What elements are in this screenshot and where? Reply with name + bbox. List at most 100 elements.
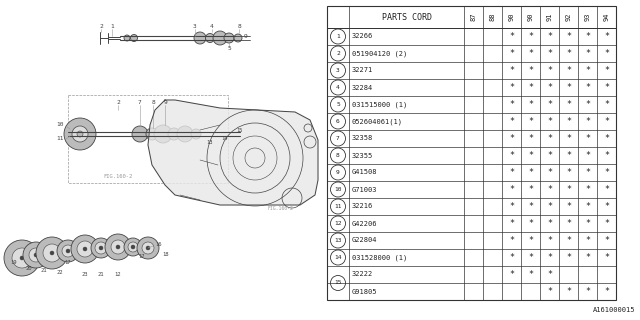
Text: *: * (566, 219, 571, 228)
Text: *: * (509, 219, 514, 228)
Circle shape (330, 182, 346, 197)
Text: *: * (604, 168, 609, 177)
Circle shape (205, 34, 214, 43)
Text: 21: 21 (98, 273, 104, 277)
Circle shape (43, 244, 61, 262)
Circle shape (330, 250, 346, 265)
Text: 22: 22 (57, 269, 63, 275)
Text: *: * (585, 219, 590, 228)
Text: *: * (585, 151, 590, 160)
Text: 87: 87 (470, 13, 477, 21)
Circle shape (330, 80, 346, 95)
Circle shape (234, 34, 242, 42)
Text: *: * (528, 49, 533, 58)
Text: *: * (509, 117, 514, 126)
Text: *: * (528, 219, 533, 228)
Text: *: * (547, 270, 552, 279)
Text: 32216: 32216 (352, 204, 373, 210)
Polygon shape (148, 100, 318, 205)
Text: 16: 16 (155, 242, 161, 246)
Text: *: * (509, 83, 514, 92)
Circle shape (330, 46, 346, 61)
Text: PARTS CORD: PARTS CORD (381, 12, 431, 21)
Circle shape (154, 125, 172, 143)
Text: 3: 3 (193, 25, 197, 29)
Text: *: * (585, 32, 590, 41)
Circle shape (131, 245, 135, 249)
Text: 20: 20 (26, 266, 32, 270)
Circle shape (330, 148, 346, 163)
Text: *: * (528, 270, 533, 279)
Circle shape (330, 97, 346, 112)
Circle shape (62, 245, 74, 257)
Text: *: * (547, 66, 552, 75)
Circle shape (91, 238, 111, 258)
Text: G22804: G22804 (352, 237, 378, 244)
Text: *: * (547, 100, 552, 109)
Text: *: * (566, 287, 571, 296)
Circle shape (124, 35, 130, 41)
Text: *: * (509, 32, 514, 41)
Text: *: * (547, 287, 552, 296)
Text: 12: 12 (334, 221, 342, 226)
Text: 7: 7 (138, 100, 142, 106)
Text: *: * (604, 117, 609, 126)
Text: *: * (509, 134, 514, 143)
Text: *: * (528, 185, 533, 194)
Text: 92: 92 (566, 13, 572, 21)
Text: A161000015: A161000015 (593, 307, 635, 313)
Circle shape (137, 237, 159, 259)
Circle shape (12, 248, 32, 268)
Circle shape (57, 240, 79, 262)
Text: 8: 8 (237, 25, 241, 29)
Circle shape (99, 246, 103, 250)
Circle shape (50, 251, 54, 255)
Text: *: * (585, 49, 590, 58)
Circle shape (71, 235, 99, 263)
Text: 32271: 32271 (352, 68, 373, 74)
Text: 9: 9 (336, 170, 340, 175)
Text: *: * (604, 66, 609, 75)
Text: 8: 8 (336, 153, 340, 158)
Text: *: * (604, 202, 609, 211)
Text: *: * (547, 134, 552, 143)
Text: 90: 90 (509, 13, 515, 21)
Circle shape (34, 253, 38, 257)
Text: *: * (528, 66, 533, 75)
Text: 1: 1 (336, 34, 340, 39)
Text: 17: 17 (65, 260, 71, 265)
Text: 031515000 (1): 031515000 (1) (352, 101, 407, 108)
Text: 1: 1 (110, 25, 114, 29)
Text: *: * (528, 151, 533, 160)
Text: *: * (566, 32, 571, 41)
Text: *: * (566, 185, 571, 194)
Circle shape (330, 29, 346, 44)
Circle shape (330, 216, 346, 231)
Circle shape (77, 241, 93, 257)
Text: 15: 15 (237, 127, 243, 132)
Text: *: * (509, 202, 514, 211)
Text: 90: 90 (527, 13, 534, 21)
Text: *: * (585, 202, 590, 211)
Text: *: * (604, 151, 609, 160)
Text: *: * (547, 253, 552, 262)
Text: *: * (566, 100, 571, 109)
Text: *: * (528, 100, 533, 109)
Text: 15: 15 (334, 281, 342, 285)
Circle shape (124, 238, 142, 256)
Text: 11: 11 (334, 204, 342, 209)
Text: G41508: G41508 (352, 170, 378, 175)
Text: *: * (566, 236, 571, 245)
Text: *: * (528, 253, 533, 262)
Text: *: * (604, 32, 609, 41)
Circle shape (168, 128, 180, 140)
Circle shape (111, 240, 125, 254)
Text: *: * (509, 151, 514, 160)
Text: *: * (547, 83, 552, 92)
Text: *: * (528, 117, 533, 126)
Circle shape (330, 114, 346, 129)
Text: *: * (547, 49, 552, 58)
Circle shape (83, 247, 87, 251)
Circle shape (4, 240, 40, 276)
Circle shape (330, 165, 346, 180)
